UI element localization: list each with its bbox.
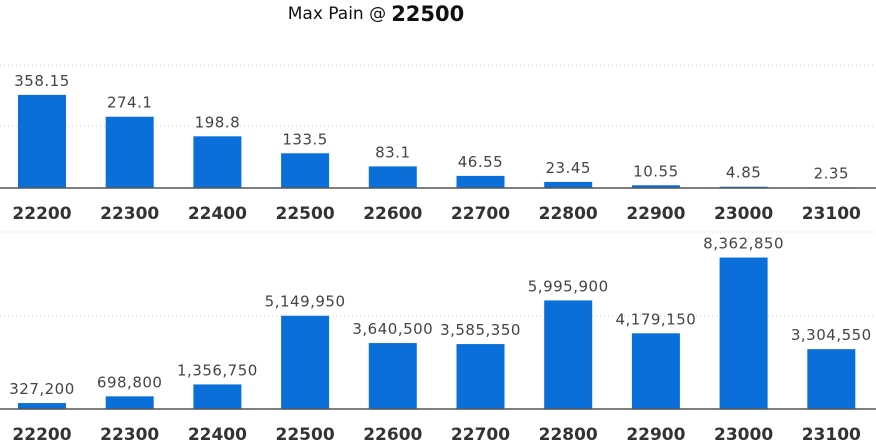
premium-data-label: 10.55: [633, 162, 678, 180]
premium-bar-chart: 358.15 22200 274.1 22300 198.8 22400 133.5 2250…: [0, 64, 876, 224]
pain-data-label: 3,585,350: [440, 321, 521, 339]
pain-bar-22700[interactable]: [456, 344, 505, 409]
premium-bar-22600[interactable]: [368, 166, 417, 188]
premium-strike-tick-label: 23000: [714, 204, 773, 224]
premium-bar-22700[interactable]: [456, 175, 505, 188]
premium-bar-22200[interactable]: [18, 94, 66, 188]
premium-bar-22900[interactable]: [631, 185, 680, 188]
premium-data-label: 274.1: [107, 94, 152, 112]
premium-bar-22300[interactable]: [105, 116, 154, 188]
chart-title: Max Pain @ 22500: [0, 2, 752, 26]
pain-strike-tick-label: 23000: [714, 425, 773, 445]
premium-strike-tick-label: 22700: [451, 204, 510, 224]
pain-data-label: 327,200: [9, 380, 75, 398]
pain-strike-tick-label: 22700: [451, 425, 510, 445]
pain-bar-22400[interactable]: [193, 384, 242, 409]
pain-strike-tick-label: 22900: [626, 425, 685, 445]
premium-data-label: 198.8: [195, 113, 240, 131]
pain-bar-22800[interactable]: [544, 300, 593, 409]
pain-bar-22500[interactable]: [281, 315, 330, 409]
pain-data-label: 3,640,500: [352, 320, 433, 338]
premium-bar-22500[interactable]: [281, 153, 330, 188]
premium-data-label: 83.1: [375, 143, 410, 161]
pain-bar-22300[interactable]: [105, 396, 154, 409]
premium-bar-22800[interactable]: [544, 181, 593, 188]
pain-strike-tick-label: 22800: [539, 425, 598, 445]
premium-strike-tick-label: 22800: [539, 204, 598, 224]
premium-strike-tick-label: 23100: [802, 204, 861, 224]
pain-data-label: 4,179,150: [615, 310, 696, 328]
pain-bar-23000[interactable]: [719, 257, 768, 409]
premium-strike-tick-label: 22500: [276, 204, 335, 224]
pain-strike-tick-label: 22600: [363, 425, 422, 445]
pain-bar-22600[interactable]: [368, 343, 417, 409]
premium-data-label: 358.15: [14, 72, 70, 90]
premium-data-label: 23.45: [545, 159, 590, 177]
pain-strike-tick-label: 23100: [802, 425, 861, 445]
pain-data-label: 3,304,550: [791, 326, 872, 344]
pain-strike-tick-label: 22500: [276, 425, 335, 445]
premium-strike-tick-label: 22900: [626, 204, 685, 224]
premium-strike-tick-label: 22200: [12, 204, 71, 224]
pain-strike-tick-label: 22300: [100, 425, 159, 445]
max-pain-value: 22500: [391, 2, 465, 26]
pain-bar-22200[interactable]: [18, 403, 66, 409]
pain-strike-tick-label: 22400: [188, 425, 247, 445]
premium-data-label: 2.35: [814, 164, 849, 182]
premium-data-label: 133.5: [282, 130, 327, 148]
premium-data-label: 46.55: [458, 153, 503, 171]
premium-bar-22400[interactable]: [193, 136, 242, 188]
premium-strike-tick-label: 22400: [188, 204, 247, 224]
premium-strike-tick-label: 22300: [100, 204, 159, 224]
pain-data-label: 5,995,900: [528, 277, 609, 295]
premium-data-label: 4.85: [726, 164, 761, 182]
pain-strike-tick-label: 22200: [12, 425, 71, 445]
pain-data-label: 1,356,750: [177, 361, 258, 379]
pain-data-label: 5,149,950: [265, 293, 346, 311]
premium-strike-tick-label: 22600: [363, 204, 422, 224]
pain-data-label: 8,362,850: [703, 235, 784, 253]
pain-data-label: 698,800: [97, 373, 163, 391]
pain-bar-23100[interactable]: [807, 349, 856, 409]
pain-value-bar-chart: 327,200 22200 698,800 22300 1,356,750 22400 5,…: [0, 231, 876, 445]
pain-bar-22900[interactable]: [631, 333, 680, 409]
title-prefix: Max Pain @: [287, 4, 387, 24]
